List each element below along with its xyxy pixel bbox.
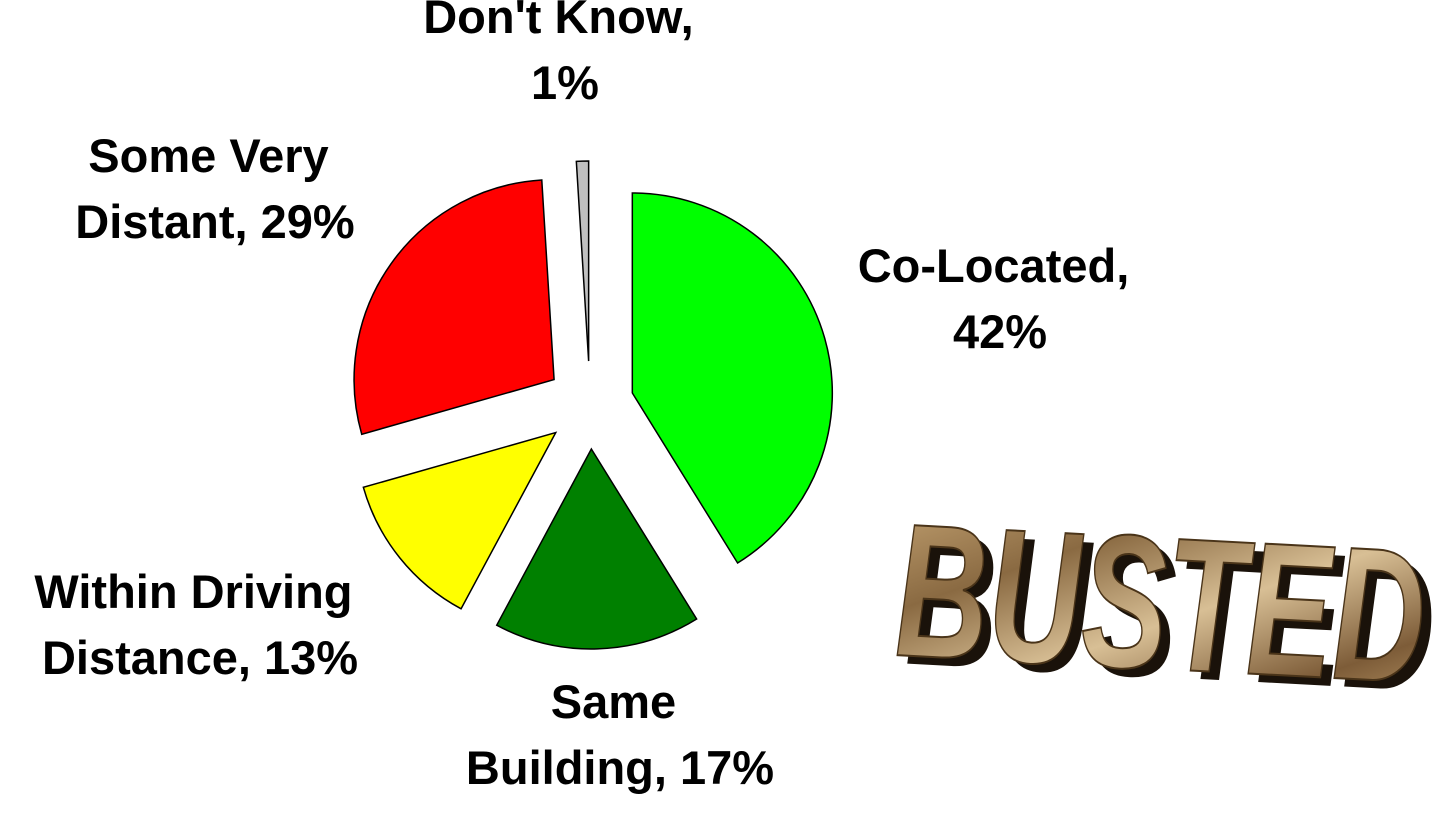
chart: Co-Located, 42% Same Building, 17% Within … [0, 0, 1443, 813]
pie-slice [632, 193, 832, 563]
slice-label: Co-Located, 42% [858, 239, 1143, 358]
stamp-group: BUSTED BUSTED [895, 484, 1435, 732]
slice-label: Some Very Distant, 29% [75, 129, 354, 248]
slice-label: Within Driving Distance, 13% [34, 565, 365, 684]
slice-label: Same Building, 17% [466, 675, 774, 794]
pie-slice [354, 180, 554, 434]
slice-label: Don't Know, 1% [423, 0, 707, 109]
stamp-text: BUSTED [895, 484, 1425, 724]
page: Co-Located, 42% Same Building, 17% Within … [0, 0, 1443, 813]
pie-slice [576, 161, 588, 361]
